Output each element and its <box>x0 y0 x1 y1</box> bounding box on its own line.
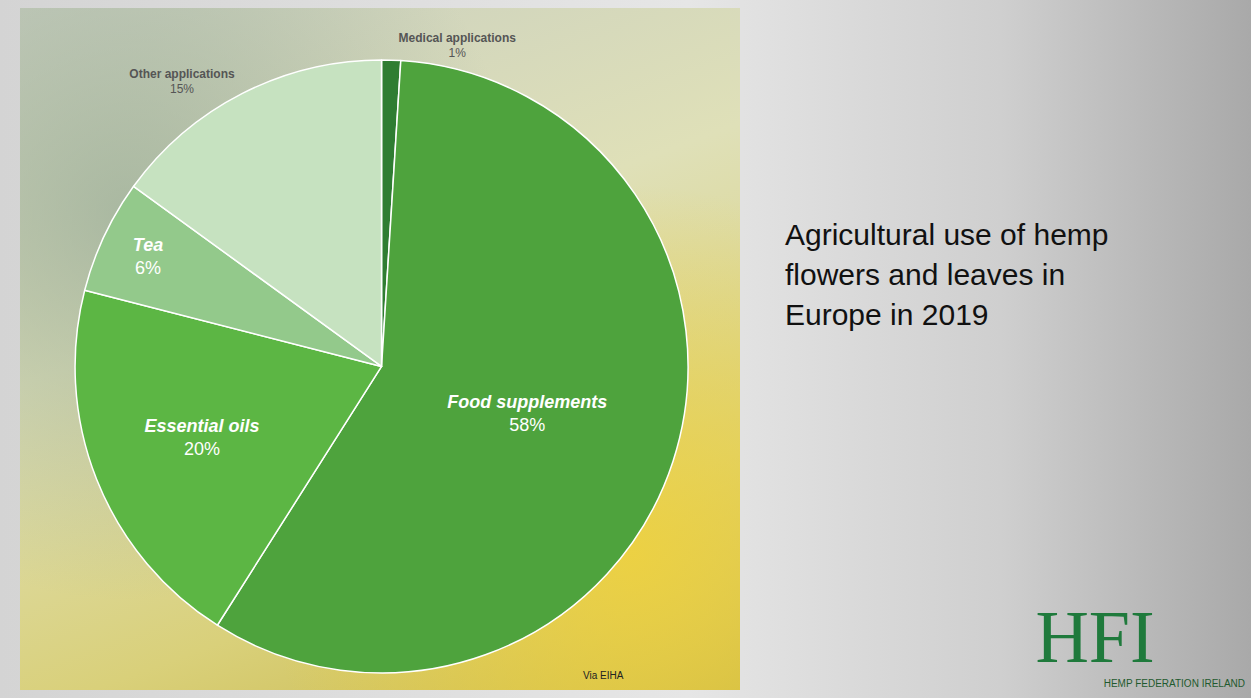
svg-text:Tea6%: Tea6% <box>133 235 163 278</box>
html-text:Via EIHA: Via EIHA <box>583 670 624 681</box>
html-text:HEMP FEDERATION IRELAND: HEMP FEDERATION IRELAND <box>1103 678 1245 689</box>
svg-text:Food supplements58%: Food supplements58% <box>447 392 607 435</box>
html-text:HFI: HFI <box>1035 596 1155 678</box>
svg-text:Other applications15%: Other applications15% <box>129 67 235 97</box>
svg-text:Medical applications1%: Medical applications1% <box>399 31 517 61</box>
svg-text:Essential oils20%: Essential oils20% <box>145 416 260 459</box>
html-text:Agricultural use of hemp flowe: Agricultural use of hemp flowers and lea… <box>785 218 1109 331</box>
